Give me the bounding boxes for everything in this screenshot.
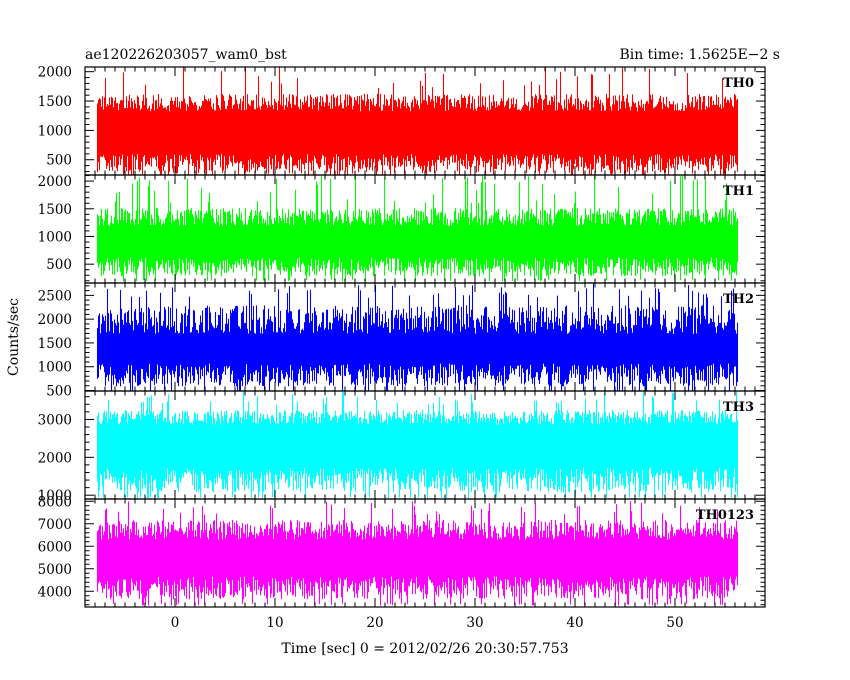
y-tick-label: 4000 <box>38 584 72 600</box>
panels-group: 500100015002000TH0500100015002000TH15001… <box>38 65 766 608</box>
y-tick-label: 6000 <box>38 539 72 555</box>
y-tick-label: 1000 <box>38 229 72 245</box>
y-axis-label: Counts/sec <box>6 298 22 376</box>
panel-th3: 1000 2000 3000 TH3 <box>38 390 766 504</box>
y-tick-label: 2000 <box>38 312 72 328</box>
y-tick-label: 2000 <box>38 174 72 190</box>
y-tick-label: 1000 <box>38 123 72 139</box>
y-tick-label: 500 <box>46 153 72 169</box>
panel-th1: 500 1000 1500 2000 TH1 <box>38 174 766 284</box>
panel-th0123: 4000 5000 6000 7000 8000 TH0123 <box>38 494 766 608</box>
y-tick-label: 500 <box>46 384 72 400</box>
series-line-th0 <box>96 67 739 175</box>
y-tick-label: 2000 <box>38 450 72 466</box>
x-tick-label: 10 <box>266 615 283 631</box>
panel-th0: 500 1000 1500 2000 TH0 <box>38 65 766 176</box>
y-tick-label: 1500 <box>38 202 72 218</box>
panel-name-th1: TH1 <box>723 184 754 199</box>
y-tick-label: 2500 <box>38 288 72 304</box>
panel-th2: 500 1000 1500 2000 2500 TH2 <box>38 282 766 400</box>
bin-time-label: Bin time: 1.5625E−2 s <box>619 47 780 63</box>
y-tick-label: 1000 <box>38 488 72 504</box>
y-tick-label: 7000 <box>38 517 72 533</box>
x-tick-label: 0 <box>171 615 180 631</box>
panel-name-th0: TH0 <box>723 76 754 91</box>
y-tick-label: 1500 <box>38 94 72 110</box>
x-axis: 0 10 20 30 40 50 <box>171 615 684 631</box>
y-tick-label: 1000 <box>38 360 72 376</box>
panel-name-th2: TH2 <box>723 292 754 307</box>
series-line-th2 <box>96 283 739 391</box>
x-tick-label: 40 <box>566 615 583 631</box>
y-tick-label: 500 <box>46 257 72 273</box>
x-tick-label: 20 <box>366 615 383 631</box>
series-line-th0123 <box>96 501 739 606</box>
series-line-th3 <box>96 391 739 499</box>
chart-title: ae120226203057_wam0_bst <box>85 47 287 63</box>
x-tick-label: 30 <box>466 615 483 631</box>
panel-name-th3: TH3 <box>723 400 754 415</box>
y-tick-label: 5000 <box>38 562 72 578</box>
y-tick-label: 2000 <box>38 65 72 81</box>
y-tick-label: 1500 <box>38 336 72 352</box>
y-tick-label: 8000 <box>38 494 72 510</box>
series-line-th1 <box>96 175 739 282</box>
y-tick-label: 3000 <box>38 412 72 428</box>
x-axis-label: Time [sec] 0 = 2012/02/26 20:30:57.753 <box>281 641 568 657</box>
x-tick-label: 50 <box>666 615 683 631</box>
panel-name-th0123: TH0123 <box>696 508 754 523</box>
